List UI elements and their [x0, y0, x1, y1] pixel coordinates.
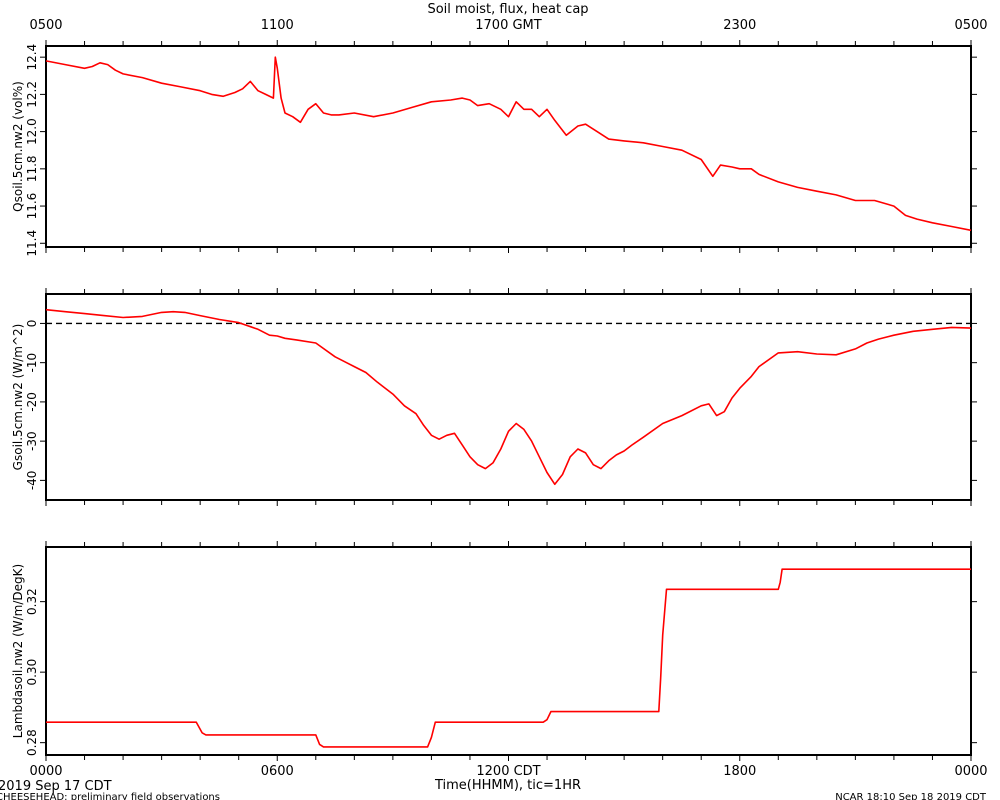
- y-tick-label: 11.6: [25, 193, 39, 220]
- y-tick-label: -20: [25, 392, 39, 412]
- gmt-tick-label: 1700 GMT: [475, 18, 542, 33]
- gmt-tick-label: 0500: [954, 18, 987, 33]
- y-tick-label: 0.28: [25, 729, 39, 756]
- gmt-axis: 0500 1100 1700 GMT 2300 0500: [29, 18, 987, 33]
- x-tick-label: 1800: [723, 764, 756, 779]
- project-label: CHEESEHEAD: preliminary field observatio…: [0, 792, 220, 800]
- panel-frame: [45, 45, 972, 248]
- y-tick-label: -40: [25, 471, 39, 491]
- bottom-time-axis: 0000 0600 1200 CDT 1800 0000: [29, 764, 987, 779]
- chart-title: Soil moist, flux, heat cap: [427, 2, 588, 17]
- y-tick-label: 0.30: [25, 659, 39, 686]
- y-axis-title: Qsoil.5cm.nw2 (vol%): [11, 81, 25, 212]
- x-tick-label: 0000: [954, 764, 987, 779]
- y-tick-label: 12.0: [25, 118, 39, 145]
- panel-frame: [45, 546, 972, 756]
- y-tick-label: 11.8: [25, 155, 39, 182]
- y-axis-title: Gsoil.5cm.nw2 (W/m^2): [11, 324, 25, 471]
- y-tick-label: 11.4: [25, 230, 39, 257]
- y-tick-label: 12.4: [25, 44, 39, 71]
- x-tick-label: 0600: [261, 764, 294, 779]
- series-line-soil-heat-flux: [45, 308, 972, 486]
- gmt-tick-label: 2300: [723, 18, 756, 33]
- series-line-soil-moisture: [45, 56, 972, 232]
- credit-label: NCAR 18:10 Sep 18 2019 CDT: [835, 792, 987, 800]
- y-tick-label: 0.32: [25, 588, 39, 615]
- y-tick-label: -10: [25, 353, 39, 373]
- x-axis-title: Time(HHMM), tic=1HR: [434, 778, 581, 793]
- date-label: 2019 Sep 17 CDT: [0, 779, 112, 794]
- gmt-tick-label: 1100: [261, 18, 294, 33]
- y-tick-label: -30: [25, 431, 39, 451]
- y-tick-label: 12.2: [25, 81, 39, 108]
- gmt-tick-label: 0500: [29, 18, 62, 33]
- y-tick-label: 0: [25, 320, 39, 328]
- series-line-thermal-conductivity: [46, 568, 971, 748]
- y-axis-title: Lambdasoil.nw2 (W/m/DegK): [11, 564, 25, 738]
- x-tick-label: 1200 CDT: [476, 764, 540, 779]
- x-tick-label: 0000: [29, 764, 62, 779]
- panel-frame: [45, 293, 972, 501]
